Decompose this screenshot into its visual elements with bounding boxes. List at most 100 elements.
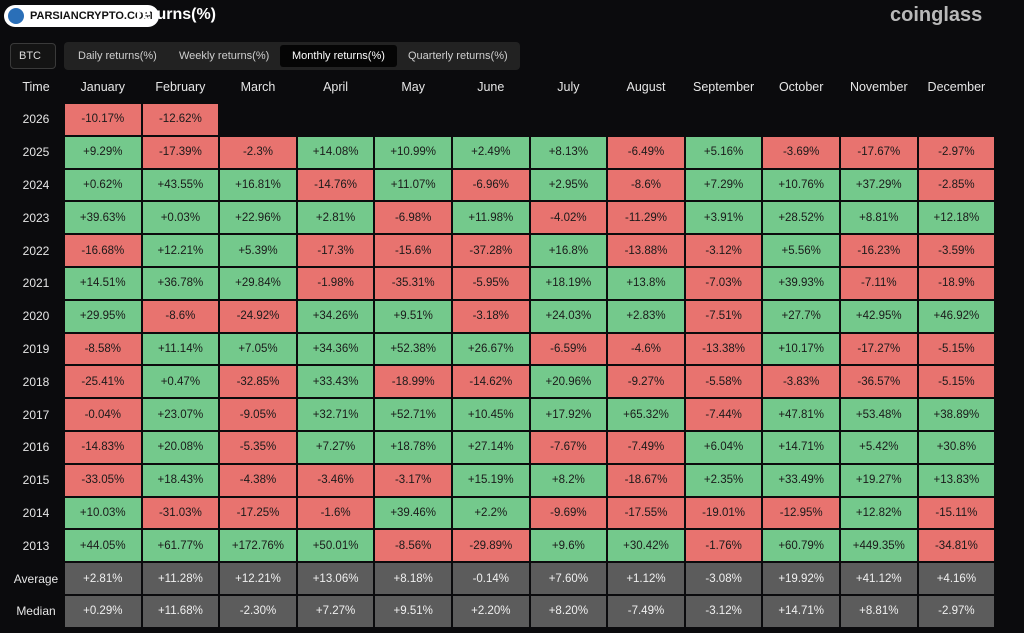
return-cell: +18.19% xyxy=(529,267,608,300)
return-cell: +11.14% xyxy=(141,332,220,366)
return-cell: +16.8% xyxy=(529,234,608,267)
return-cell: +14.51% xyxy=(64,267,142,300)
return-cell: +20.96% xyxy=(529,365,608,399)
return-cell: +7.05% xyxy=(219,332,297,366)
return-cell: +32.71% xyxy=(296,398,375,431)
tab[interactable]: Monthly returns(%) xyxy=(280,45,397,67)
return-cell: -16.23% xyxy=(840,234,918,267)
row-label: 2018 xyxy=(8,365,64,399)
summary-cell: +4.16% xyxy=(917,562,996,595)
summary-cell: +11.68% xyxy=(141,595,220,628)
return-cell: -24.92% xyxy=(219,299,297,333)
return-cell: +18.78% xyxy=(374,431,452,464)
return-cell: -29.89% xyxy=(452,529,530,563)
return-cell: +9.6% xyxy=(529,529,608,563)
return-cell: -3.17% xyxy=(374,463,452,497)
tab-bar: Daily returns(%) Weekly returns(%) Monthly… xyxy=(64,42,520,70)
return-cell: +12.21% xyxy=(141,234,220,267)
return-cell: +39.63% xyxy=(64,201,142,235)
return-cell: -6.98% xyxy=(374,201,452,235)
summary-cell: +11.28% xyxy=(141,562,220,595)
return-cell: +34.36% xyxy=(296,332,375,366)
return-cell: +11.98% xyxy=(452,201,530,235)
return-cell: +12.82% xyxy=(840,496,918,530)
return-cell: -12.62% xyxy=(141,103,220,136)
coin-selector[interactable]: BTC xyxy=(10,43,56,69)
tab[interactable]: Quarterly returns(%) xyxy=(408,50,508,62)
return-cell: -32.85% xyxy=(219,365,297,399)
return-cell: -5.15% xyxy=(917,365,996,399)
return-cell: +60.79% xyxy=(762,529,840,563)
return-cell: -18.9% xyxy=(917,267,996,300)
summary-cell: -2.97% xyxy=(917,595,996,628)
return-cell: +2.81% xyxy=(296,201,375,235)
summary-cell: +8.81% xyxy=(840,595,918,628)
return-cell: +27.14% xyxy=(452,431,530,464)
return-cell: -7.49% xyxy=(607,431,685,464)
return-cell: -4.6% xyxy=(607,332,685,366)
return-cell: +23.07% xyxy=(141,398,220,431)
return-cell: -18.67% xyxy=(607,463,685,497)
column-header: July xyxy=(529,74,608,100)
return-cell: +11.07% xyxy=(374,168,452,202)
return-cell: +26.67% xyxy=(452,332,530,366)
return-cell: +19.27% xyxy=(840,463,918,497)
return-cell: +27.7% xyxy=(762,299,840,333)
return-cell: -7.03% xyxy=(684,267,763,300)
return-cell: -8.6% xyxy=(141,299,220,333)
return-cell: -17.39% xyxy=(141,135,220,169)
return-cell: +42.95% xyxy=(840,299,918,333)
column-header: May xyxy=(374,74,452,100)
summary-cell: +9.51% xyxy=(374,595,452,628)
return-cell: +15.19% xyxy=(452,463,530,497)
return-cell: -17.55% xyxy=(607,496,685,530)
return-cell: +0.47% xyxy=(141,365,220,399)
column-header: Time xyxy=(8,74,64,100)
page-title: returns(%) xyxy=(136,6,217,23)
return-cell: +5.56% xyxy=(762,234,840,267)
return-cell: -13.88% xyxy=(607,234,685,267)
return-cell: +2.35% xyxy=(684,463,763,497)
return-cell: +16.81% xyxy=(219,168,297,202)
summary-cell: +2.81% xyxy=(64,562,142,595)
return-cell: -13.38% xyxy=(684,332,763,366)
return-cell: -14.83% xyxy=(64,431,142,464)
return-cell: -8.56% xyxy=(374,529,452,563)
tab[interactable]: Daily returns(%) xyxy=(78,50,157,62)
return-cell: +0.62% xyxy=(64,168,142,202)
summary-cell: +1.12% xyxy=(607,562,685,595)
return-cell: -25.41% xyxy=(64,365,142,399)
summary-cell: -3.08% xyxy=(684,562,763,595)
return-cell: -11.29% xyxy=(607,201,685,235)
return-cell: +3.91% xyxy=(684,201,763,235)
return-cell: +2.2% xyxy=(452,496,530,530)
return-cell: -19.01% xyxy=(684,496,763,530)
return-cell: -7.44% xyxy=(684,398,763,431)
return-cell: -3.59% xyxy=(917,234,996,267)
return-cell: -17.67% xyxy=(840,135,918,169)
row-label: 2016 xyxy=(8,431,64,464)
return-cell: -5.15% xyxy=(917,332,996,366)
summary-cell: +0.29% xyxy=(64,595,142,628)
return-cell: -3.46% xyxy=(296,463,375,497)
return-cell: -17.25% xyxy=(219,496,297,530)
return-cell: -5.95% xyxy=(452,267,530,300)
return-cell: +52.38% xyxy=(374,332,452,366)
return-cell: -14.76% xyxy=(296,168,375,202)
return-cell: +50.01% xyxy=(296,529,375,563)
return-cell: +53.48% xyxy=(840,398,918,431)
return-cell: -6.59% xyxy=(529,332,608,366)
return-cell: -3.18% xyxy=(452,299,530,333)
summary-cell: +7.60% xyxy=(529,562,608,595)
column-header: February xyxy=(141,74,220,100)
return-cell: -10.17% xyxy=(64,103,142,136)
return-cell: +8.2% xyxy=(529,463,608,497)
return-cell: -15.11% xyxy=(917,496,996,530)
return-cell: -5.58% xyxy=(684,365,763,399)
return-cell: +6.04% xyxy=(684,431,763,464)
return-cell: -3.83% xyxy=(762,365,840,399)
return-cell: -2.85% xyxy=(917,168,996,202)
tab[interactable]: Weekly returns(%) xyxy=(179,50,270,62)
return-cell: +46.92% xyxy=(917,299,996,333)
return-cell: -4.38% xyxy=(219,463,297,497)
